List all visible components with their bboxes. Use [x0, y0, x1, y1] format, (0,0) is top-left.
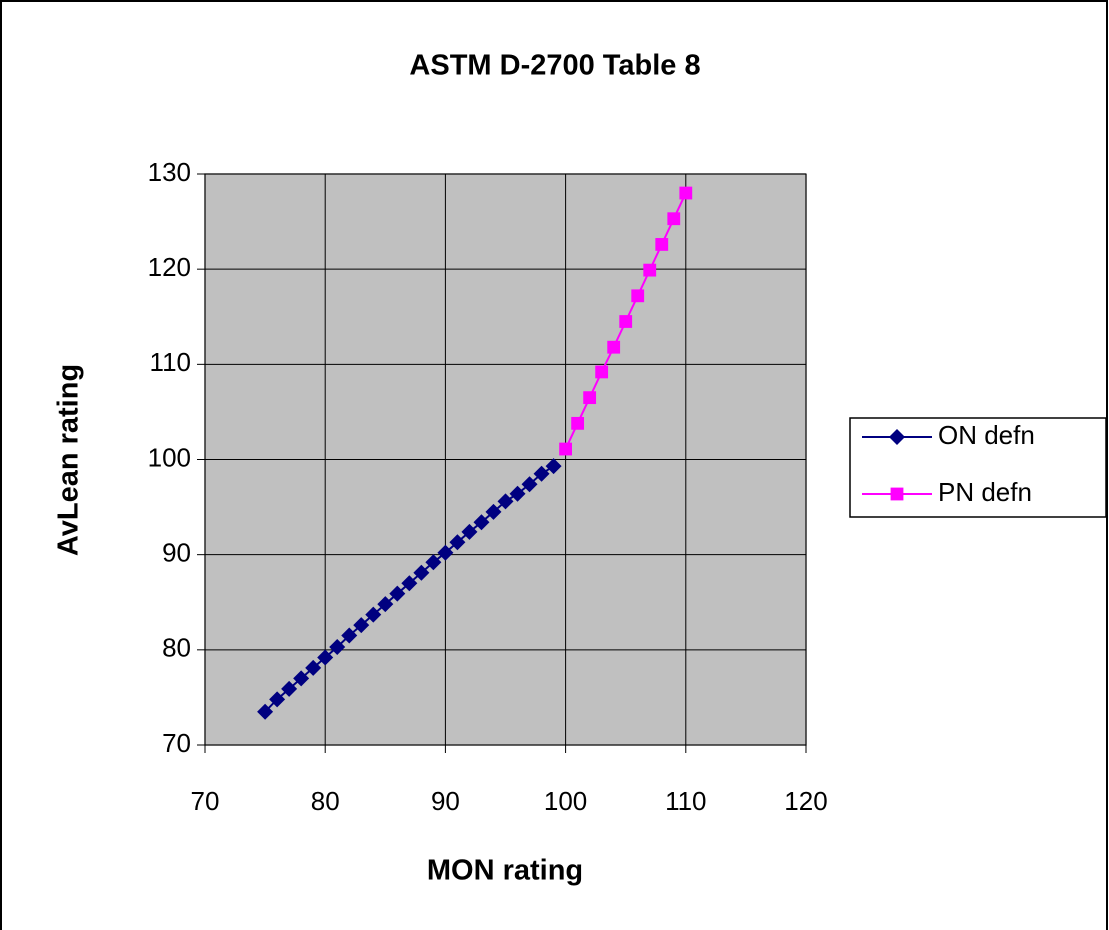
chart-title: ASTM D-2700 Table 8: [409, 50, 700, 82]
marker: [305, 659, 322, 676]
marker: [353, 617, 370, 634]
x-tick-label: 80: [311, 786, 340, 816]
marker: [583, 391, 597, 405]
marker: [631, 289, 645, 303]
x-tick-label: 100: [544, 786, 587, 816]
marker: [643, 263, 657, 277]
x-tick-label: 120: [784, 786, 827, 816]
marker: [413, 564, 430, 581]
marker: [257, 703, 274, 720]
marker: [437, 544, 454, 561]
marker: [401, 575, 418, 592]
marker: [329, 638, 346, 655]
marker: [293, 670, 310, 687]
y-axis-title: AvLean rating: [53, 364, 85, 556]
marker: [461, 523, 478, 540]
marker: [485, 503, 502, 520]
y-tick-label: 90: [162, 538, 191, 568]
y-tick-label: 130: [148, 157, 191, 187]
legend-marker: [890, 487, 904, 501]
marker: [667, 212, 681, 226]
x-tick-label: 110: [665, 786, 706, 816]
marker: [341, 627, 358, 644]
legend-label: ON defn: [938, 420, 1035, 450]
y-tick-label: 100: [148, 442, 191, 472]
x-tick-label: 70: [191, 786, 220, 816]
y-tick-label: 80: [162, 633, 191, 663]
marker: [595, 365, 609, 379]
marker: [509, 485, 526, 502]
x-tick-label: 90: [431, 786, 460, 816]
legend-marker: [889, 429, 905, 445]
marker: [377, 596, 394, 613]
marker: [269, 691, 286, 708]
marker: [389, 585, 406, 602]
marker: [317, 649, 334, 666]
marker: [449, 534, 466, 551]
marker: [281, 680, 298, 697]
marker: [607, 340, 621, 354]
marker: [425, 554, 442, 571]
marker: [521, 476, 538, 493]
marker: [545, 458, 562, 475]
x-axis-title: MON rating: [427, 855, 583, 887]
marker: [365, 606, 382, 623]
marker: [571, 416, 585, 430]
marker: [655, 238, 669, 251]
legend-label: PN defn: [938, 477, 1032, 507]
marker: [679, 186, 693, 200]
marker: [497, 493, 514, 510]
y-tick-label: 70: [162, 728, 191, 758]
y-tick-label: 120: [148, 252, 191, 282]
y-tick-label: 110: [150, 347, 191, 377]
marker: [559, 442, 572, 456]
marker: [473, 514, 490, 531]
marker: [619, 315, 633, 328]
marker: [533, 465, 550, 482]
